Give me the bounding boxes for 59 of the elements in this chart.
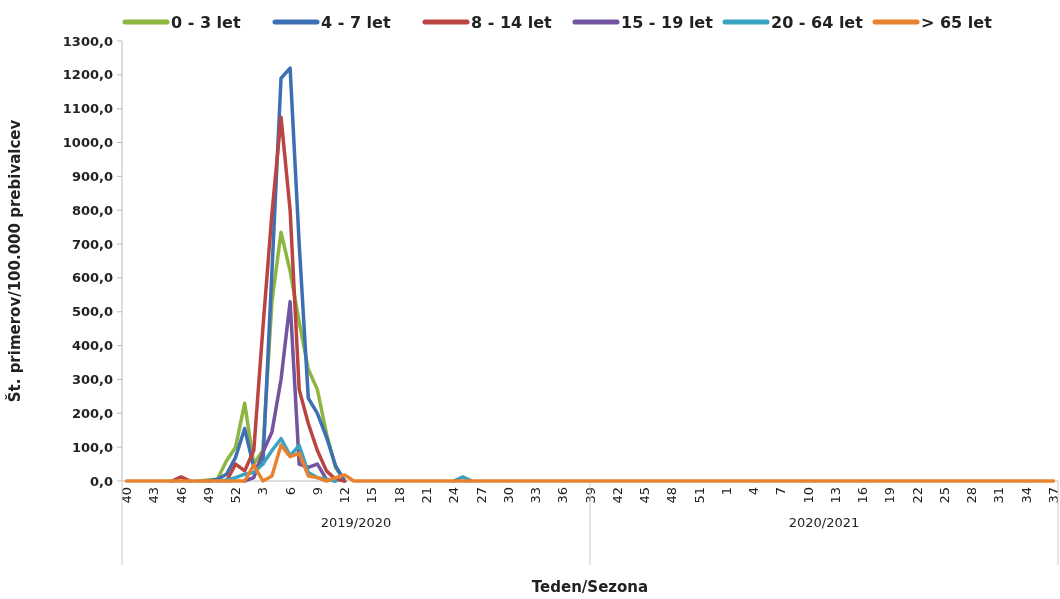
y-tick-label: 1000,0 xyxy=(62,135,113,151)
y-tick-label: 900,0 xyxy=(71,168,113,184)
x-tick-label: 51 xyxy=(691,487,707,504)
x-tick-label: 28 xyxy=(964,487,980,504)
x-tick-label: 1 xyxy=(718,487,734,496)
x-tick-label: 42 xyxy=(609,487,625,504)
x-tick-label: 18 xyxy=(391,487,407,504)
y-tick-label: 0,0 xyxy=(89,473,113,489)
y-tick-label: 600,0 xyxy=(71,270,113,286)
x-tick-label: 6 xyxy=(282,487,298,496)
x-tick-label: 43 xyxy=(146,487,162,504)
y-tick-label: 1200,0 xyxy=(62,67,113,83)
y-tick-label: 400,0 xyxy=(71,338,113,354)
x-tick-label: 46 xyxy=(173,487,189,504)
x-tick-label: 22 xyxy=(909,487,925,504)
y-tick-label: 800,0 xyxy=(71,202,113,218)
x-tick-label: 48 xyxy=(664,487,680,504)
x-tick-label: 52 xyxy=(228,487,244,504)
x-tick-label: 49 xyxy=(200,487,216,504)
x-tick-label: 34 xyxy=(1018,487,1034,504)
legend-label: 20 - 64 let xyxy=(771,12,864,32)
x-tick-label: 31 xyxy=(991,487,1007,504)
legend-label: 4 - 7 let xyxy=(321,12,391,32)
x-tick-label: 36 xyxy=(555,487,571,504)
x-tick-label: 39 xyxy=(582,487,598,504)
x-tick-label: 30 xyxy=(500,487,516,504)
x-tick-label: 27 xyxy=(473,487,489,504)
x-tick-label: 15 xyxy=(364,487,380,504)
x-tick-label: 3 xyxy=(255,487,271,496)
x-tick-label: 21 xyxy=(418,487,434,504)
x-axis-title: Teden/Sezona xyxy=(531,578,649,596)
x-tick-label: 9 xyxy=(309,487,325,496)
x-tick-label: 7 xyxy=(773,487,789,496)
x-tick-label: 10 xyxy=(800,487,816,504)
legend-label: 15 - 19 let xyxy=(621,12,714,32)
x-tick-label: 37 xyxy=(1046,487,1060,504)
y-axis-title: Št. primerov/100.000 prebivalcev xyxy=(5,119,24,403)
y-tick-label: 200,0 xyxy=(71,405,113,421)
y-tick-label: 300,0 xyxy=(71,372,113,388)
y-tick-label: 700,0 xyxy=(71,236,113,252)
y-tick-label: 1300,0 xyxy=(62,33,113,49)
y-tick-label: 1100,0 xyxy=(62,101,113,117)
text: 2020/2021 xyxy=(788,515,860,530)
x-tick-label: 40 xyxy=(119,487,135,504)
x-tick-label: 16 xyxy=(855,487,871,504)
x-tick-label: 4 xyxy=(746,487,762,496)
x-tick-label: 12 xyxy=(337,487,353,504)
text: 2019/2020 xyxy=(320,515,392,530)
x-tick-label: 24 xyxy=(446,487,462,504)
x-tick-label: 45 xyxy=(637,487,653,504)
x-tick-label: 13 xyxy=(827,487,843,504)
y-tick-label: 100,0 xyxy=(71,439,113,455)
x-tick-label: 19 xyxy=(882,487,898,504)
legend-label: 0 - 3 let xyxy=(171,12,241,32)
legend-label: 8 - 14 let xyxy=(471,12,553,32)
y-tick-label: 500,0 xyxy=(71,304,113,320)
x-tick-label: 33 xyxy=(528,487,544,504)
x-tick-label: 25 xyxy=(936,487,952,504)
legend-label: > 65 let xyxy=(921,12,993,32)
